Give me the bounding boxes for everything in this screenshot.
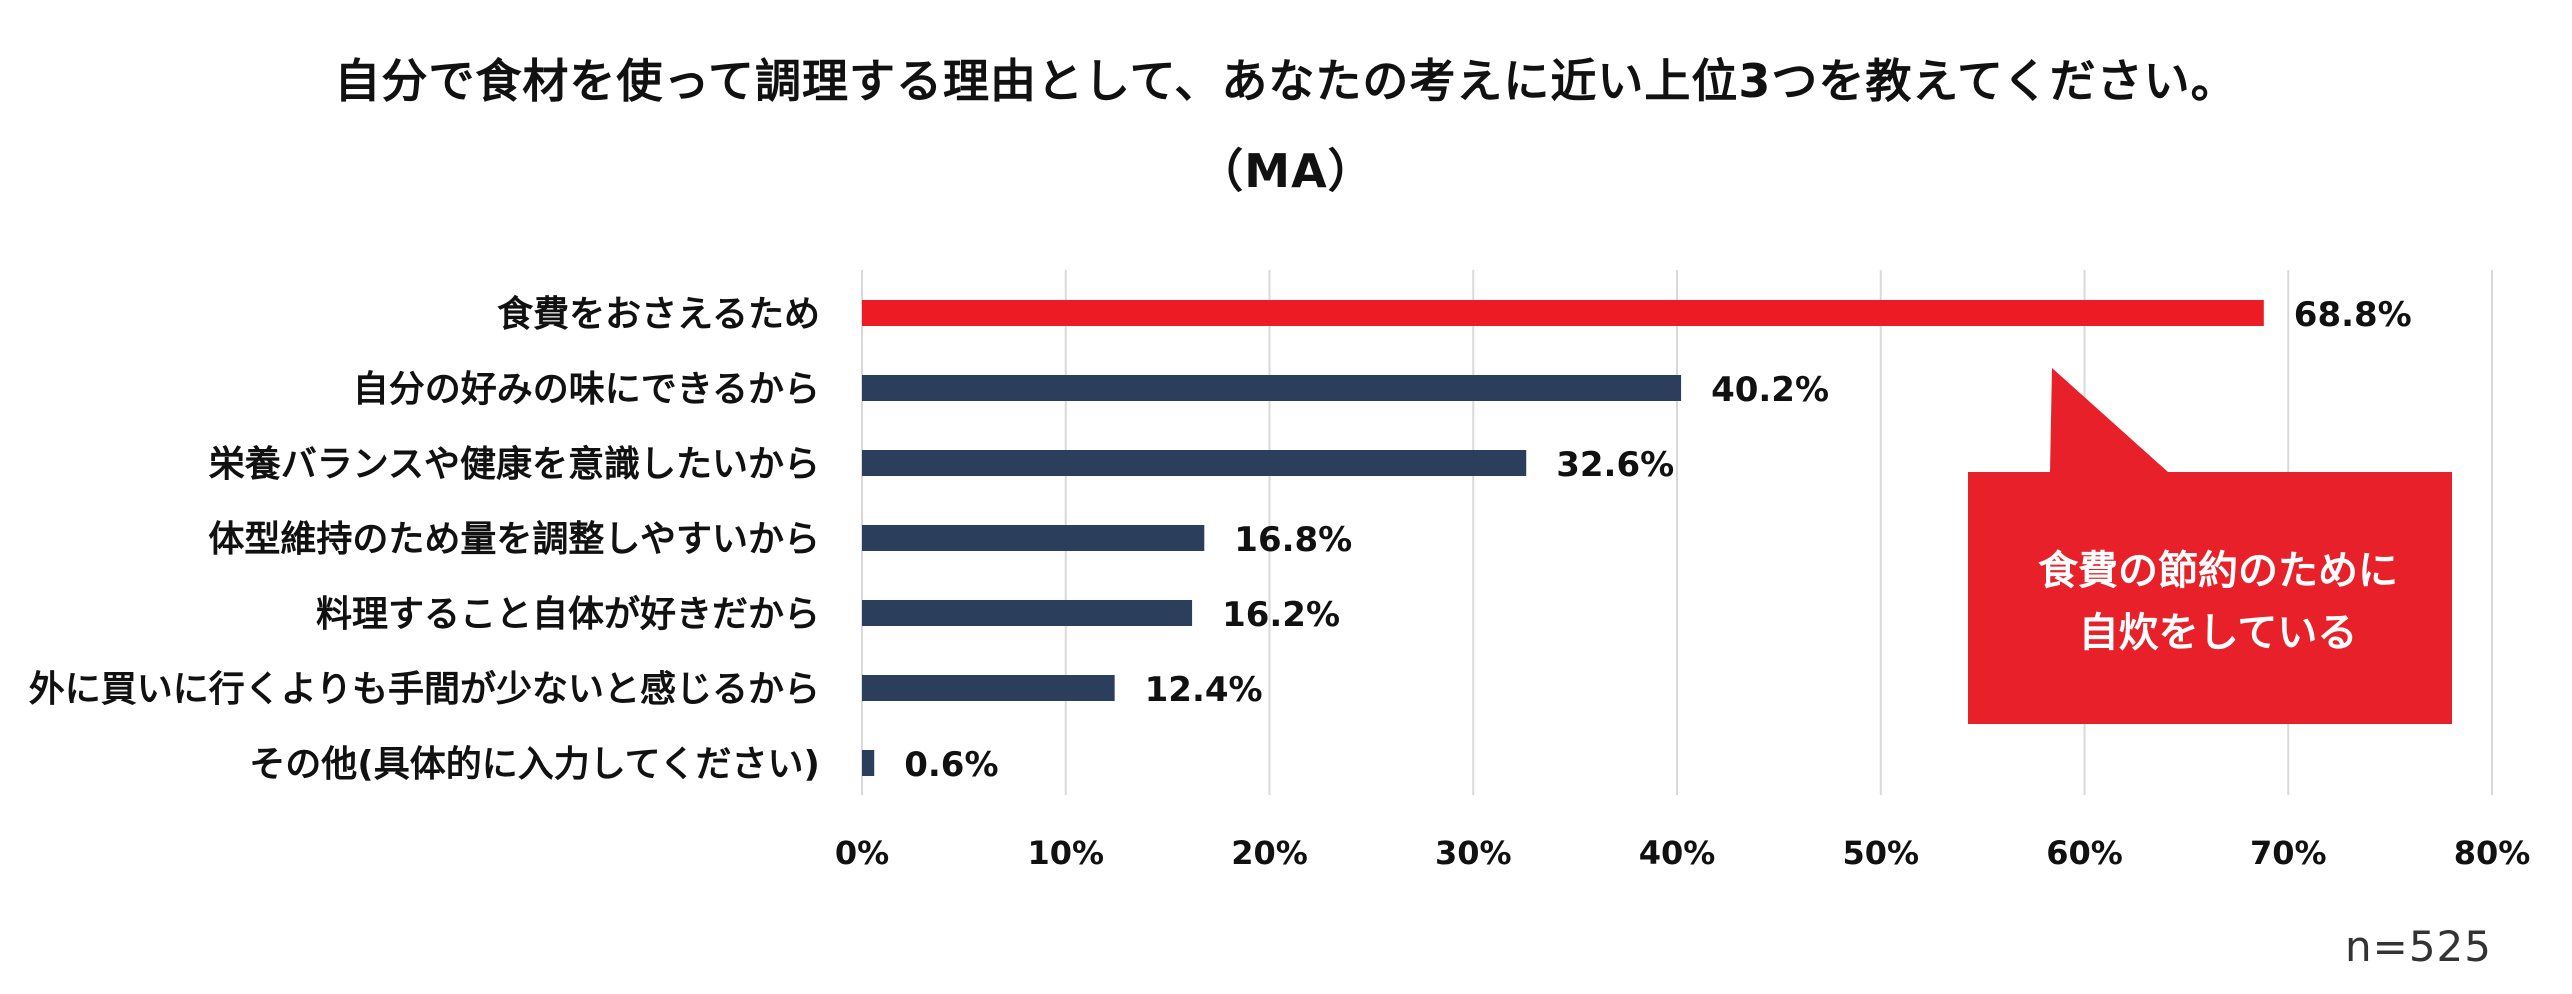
- callout-text: 食費の節約のために 自炊をしている: [1968, 540, 2468, 664]
- value-label: 16.8%: [1234, 520, 1352, 560]
- x-tick-label: 0%: [835, 834, 889, 872]
- value-label: 40.2%: [1711, 370, 1829, 410]
- value-label: 0.6%: [904, 745, 998, 785]
- value-label: 16.2%: [1222, 595, 1340, 635]
- category-label: その他(具体的に入力してください): [249, 744, 820, 785]
- category-label: 外に買いに行くよりも手間が少ないと感じるから: [29, 669, 820, 710]
- x-tick-label: 30%: [1435, 834, 1512, 872]
- x-tick-label: 50%: [1842, 834, 1919, 872]
- category-label: 体型維持のため量を調整しやすいから: [208, 519, 820, 560]
- x-axis-ticks: 0% 10% 20% 30% 40% 50% 60% 70% 80%: [835, 834, 2530, 872]
- chart-subtitle: （MA）: [1197, 144, 1375, 198]
- x-tick-label: 80%: [2454, 834, 2531, 872]
- bar: [862, 450, 1527, 476]
- value-label: 32.6%: [1556, 445, 1674, 485]
- chart-title: 自分で食材を使って調理する理由として、あなたの考えに近い上位3つを教えてください…: [334, 54, 2238, 108]
- bar: [862, 375, 1682, 401]
- x-tick-label: 20%: [1231, 834, 1308, 872]
- callout-line-2: 自炊をしている: [2078, 610, 2358, 656]
- value-label: 68.8%: [2294, 295, 2412, 335]
- category-labels: 食費をおさえるため自分の好みの味にできるから栄養バランスや健康を意識したいから体…: [29, 294, 820, 785]
- x-tick-label: 40%: [1639, 834, 1716, 872]
- bar: [862, 600, 1193, 626]
- category-label: 食費をおさえるため: [497, 294, 820, 335]
- bars: 68.8% 40.2% 32.6% 16.8% 16.2% 12.4% 0.6%: [862, 295, 2412, 785]
- x-tick-label: 10%: [1027, 834, 1104, 872]
- category-label: 料理すること自体が好きだから: [316, 594, 820, 635]
- callout: [1968, 368, 2452, 724]
- bar: [862, 300, 2264, 326]
- category-label: 栄養バランスや健康を意識したいから: [209, 443, 820, 485]
- bar: [862, 750, 875, 776]
- x-tick-label: 60%: [2046, 834, 2123, 872]
- bar: [862, 525, 1205, 551]
- bar: [862, 675, 1115, 701]
- callout-box: [1968, 368, 2452, 724]
- value-label: 12.4%: [1145, 670, 1263, 710]
- callout-line-1: 食費の節約のために: [2038, 548, 2398, 594]
- sample-size: n=525: [2345, 922, 2492, 971]
- x-tick-label: 70%: [2250, 834, 2327, 872]
- category-label: 自分の好みの味にできるから: [353, 369, 820, 410]
